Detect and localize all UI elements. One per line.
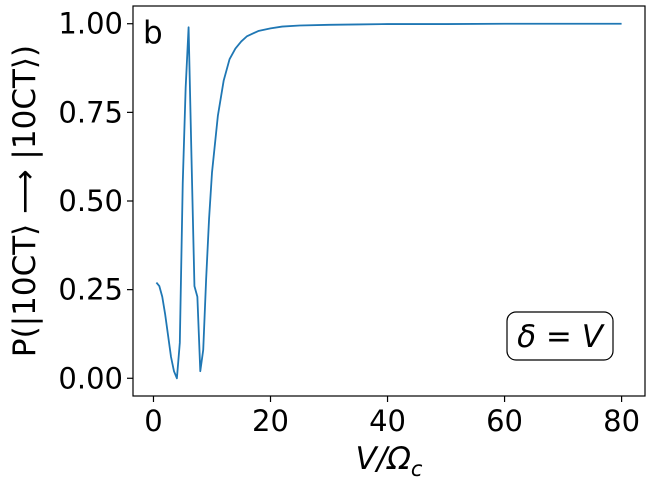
- y-axis-label: P(|10CT⟩ ⟶ |10CT⟩): [7, 45, 43, 357]
- x-axis-label: V/Ωc: [356, 441, 423, 481]
- series-layer: [155, 22, 622, 380]
- x-tick-label: 80: [603, 404, 640, 438]
- y-axis-ticks: 0.00 0.25 0.50 0.75 1.00: [58, 7, 133, 395]
- x-tick-label: 0: [144, 404, 162, 438]
- y-tick-label: 0.50: [58, 184, 123, 218]
- y-tick-label: 1.00: [58, 7, 123, 41]
- x-axis-label-base: V/Ω: [356, 441, 412, 477]
- x-axis-label-sub: c: [411, 457, 423, 481]
- x-axis-ticks: 0 20 40 60 80: [144, 396, 640, 438]
- x-tick-label: 40: [369, 404, 406, 438]
- annotation-box: [506, 311, 614, 361]
- panel-label: b: [143, 15, 163, 51]
- y-tick-label: 0.75: [58, 95, 123, 129]
- series-line-0: [155, 22, 622, 380]
- y-tick-label: 0.25: [58, 273, 123, 307]
- y-tick-label: 0.00: [58, 361, 123, 395]
- x-tick-label: 20: [252, 404, 289, 438]
- annotation-text: δ = V: [517, 319, 606, 355]
- x-tick-label: 60: [486, 404, 523, 438]
